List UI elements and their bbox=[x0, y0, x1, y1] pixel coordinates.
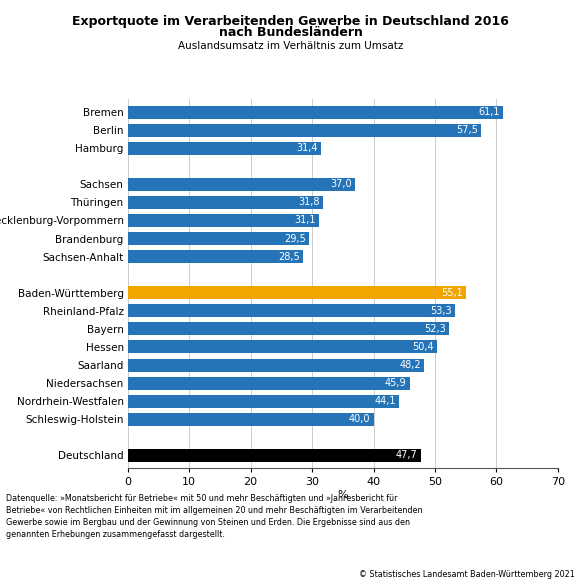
Text: Auslandsumsatz im Verhältnis zum Umsatz: Auslandsumsatz im Verhältnis zum Umsatz bbox=[178, 41, 403, 51]
Text: 37,0: 37,0 bbox=[331, 180, 352, 190]
Bar bbox=[128, 142, 321, 154]
Text: 28,5: 28,5 bbox=[278, 252, 300, 261]
Bar bbox=[128, 304, 455, 317]
Text: 50,4: 50,4 bbox=[413, 342, 435, 352]
Bar bbox=[128, 286, 466, 300]
Text: Exportquote im Verarbeitenden Gewerbe in Deutschland 2016: Exportquote im Verarbeitenden Gewerbe in… bbox=[72, 15, 509, 27]
Text: 31,8: 31,8 bbox=[299, 197, 320, 208]
Text: 57,5: 57,5 bbox=[456, 125, 478, 135]
Text: 44,1: 44,1 bbox=[374, 396, 396, 406]
Text: 45,9: 45,9 bbox=[385, 378, 407, 388]
Bar bbox=[128, 196, 323, 209]
Text: 61,1: 61,1 bbox=[479, 107, 500, 117]
Text: 29,5: 29,5 bbox=[284, 233, 306, 243]
Bar bbox=[128, 214, 319, 227]
Text: 52,3: 52,3 bbox=[424, 324, 446, 334]
Text: © Statistisches Landesamt Baden-Württemberg 2021: © Statistisches Landesamt Baden-Württemb… bbox=[360, 570, 575, 579]
Text: 55,1: 55,1 bbox=[442, 288, 463, 298]
Bar bbox=[128, 322, 449, 335]
X-axis label: %: % bbox=[338, 490, 348, 500]
Bar bbox=[128, 377, 410, 390]
Text: 40,0: 40,0 bbox=[349, 414, 371, 424]
Bar bbox=[128, 232, 309, 245]
Bar bbox=[128, 105, 503, 119]
Text: 53,3: 53,3 bbox=[431, 306, 452, 316]
Text: 48,2: 48,2 bbox=[399, 360, 421, 370]
Text: 47,7: 47,7 bbox=[396, 450, 418, 460]
Bar bbox=[128, 449, 421, 462]
Text: Datenquelle: »Monatsbericht für Betriebe« mit 50 und mehr Beschäftigten und »Jah: Datenquelle: »Monatsbericht für Betriebe… bbox=[6, 494, 422, 539]
Bar bbox=[128, 359, 424, 371]
Bar bbox=[128, 178, 355, 191]
Bar bbox=[128, 250, 303, 263]
Bar bbox=[128, 395, 399, 408]
Bar bbox=[128, 413, 374, 426]
Bar bbox=[128, 340, 437, 353]
Text: nach Bundesländern: nach Bundesländern bbox=[218, 26, 363, 39]
Text: 31,1: 31,1 bbox=[294, 215, 315, 225]
Bar bbox=[128, 123, 481, 137]
Text: 31,4: 31,4 bbox=[296, 143, 318, 153]
